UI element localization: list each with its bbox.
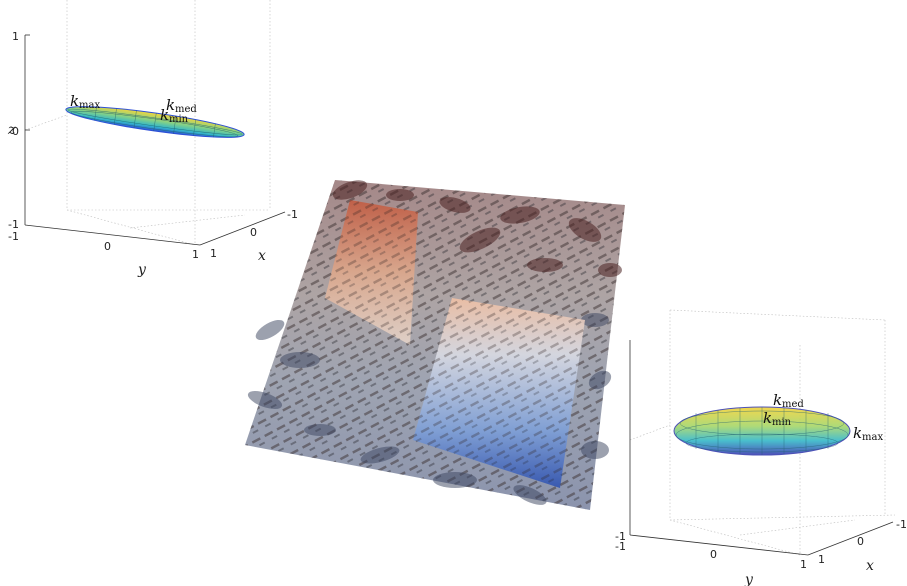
right-ellipsoid [673, 406, 851, 456]
left-x-label: x [258, 248, 266, 264]
left-ellipsoid [65, 106, 245, 138]
crack-ellipsoid-cloud [245, 180, 625, 510]
left-label-kmax: k max [70, 92, 100, 111]
right-label-kmax: k max [853, 424, 883, 443]
right-x-tick-neg1: -1 [896, 518, 907, 531]
right-y-tick-0: 0 [710, 548, 717, 561]
svg-text:med: med [175, 104, 197, 115]
right-x-tick-1: 1 [818, 553, 825, 566]
right-label-kmed: k med [773, 391, 804, 410]
left-z-label: z [7, 122, 16, 138]
left-y-tick-0: 0 [104, 240, 111, 253]
left-z-tick-0: 0 [12, 125, 19, 138]
svg-text:k: k [763, 409, 772, 427]
right-y-tick-1: 1 [800, 558, 807, 571]
left-label-kmed: k med [166, 96, 197, 115]
left-y-tick-neg1: -1 [8, 230, 19, 243]
left-y-tick-1: 1 [192, 248, 199, 261]
right-z-tick-neg1: -1 [615, 530, 626, 543]
svg-text:k: k [773, 391, 782, 409]
left-y-label: y [137, 262, 147, 278]
left-z-tick-1: 1 [12, 30, 19, 43]
svg-text:min: min [772, 417, 792, 428]
svg-text:max: max [79, 100, 100, 111]
left-label-kmin: k min [160, 106, 189, 125]
right-x-tick-0: 0 [857, 535, 864, 548]
svg-text:k: k [70, 92, 79, 110]
svg-text:med: med [782, 399, 804, 410]
right-axes-box [629, 309, 896, 556]
svg-text:k: k [853, 424, 862, 442]
right-x-label: x [866, 558, 874, 574]
svg-text:max: max [862, 432, 883, 443]
svg-text:min: min [169, 114, 189, 125]
left-x-tick-neg1: -1 [287, 208, 298, 221]
left-x-tick-1: 1 [210, 247, 217, 260]
left-x-tick-0: 0 [250, 226, 257, 239]
right-label-kmin: k min [763, 409, 792, 428]
right-y-tick-neg1: -1 [615, 540, 626, 553]
left-z-tick-neg1: -1 [8, 218, 19, 231]
svg-text:k: k [166, 96, 175, 114]
svg-text:k: k [160, 106, 169, 124]
right-y-label: y [744, 572, 754, 586]
